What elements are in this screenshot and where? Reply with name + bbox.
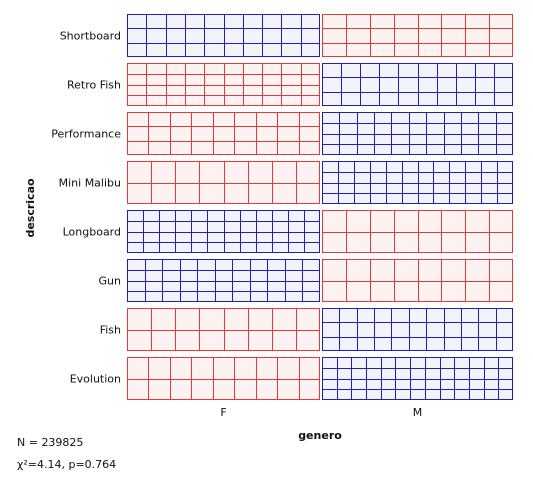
row-label-longboard: Longboard <box>63 226 121 239</box>
sieve-cell-longboard-m <box>322 210 513 253</box>
cells-layer <box>127 14 513 400</box>
sieve-cell-mini-malibu-f <box>127 161 320 204</box>
row-label-gun: Gun <box>99 275 121 288</box>
sieve-cell-retro-fish-f <box>127 63 320 106</box>
row-label-performance: Performance <box>51 128 121 141</box>
sieve-cell-fish-m <box>322 308 513 351</box>
sieve-cell-shortboard-m <box>322 14 513 57</box>
sieve-cell-gun-f <box>127 259 320 302</box>
row-label-retro-fish: Retro Fish <box>67 79 121 92</box>
row-labels: Shortboard Retro Fish Performance Mini Mali… <box>51 30 121 386</box>
y-axis-title: descricao <box>24 178 37 238</box>
sieve-cell-performance-f <box>127 112 320 155</box>
sieve-cell-mini-malibu-m <box>322 161 513 204</box>
sieve-cell-fish-f <box>127 308 320 351</box>
sample-size-text: N = 239825 <box>17 436 84 449</box>
x-axis-title: genero <box>298 429 342 442</box>
chi-square-text: χ²=4.14, p=0.764 <box>17 458 117 471</box>
row-label-shortboard: Shortboard <box>60 30 121 43</box>
sieve-cell-evolution-m <box>322 357 513 400</box>
column-label-m: M <box>413 406 423 419</box>
sieve-cell-longboard-f <box>127 210 320 253</box>
sieve-cell-gun-m <box>322 259 513 302</box>
sieve-cell-evolution-f <box>127 357 320 400</box>
sieve-cell-performance-m <box>322 112 513 155</box>
row-label-fish: Fish <box>100 324 121 337</box>
row-label-mini-malibu: Mini Malibu <box>59 177 121 190</box>
row-label-evolution: Evolution <box>70 373 121 386</box>
sieve-cell-shortboard-f <box>127 14 320 57</box>
sieve-cell-retro-fish-m <box>322 63 513 106</box>
column-label-f: F <box>220 406 226 419</box>
